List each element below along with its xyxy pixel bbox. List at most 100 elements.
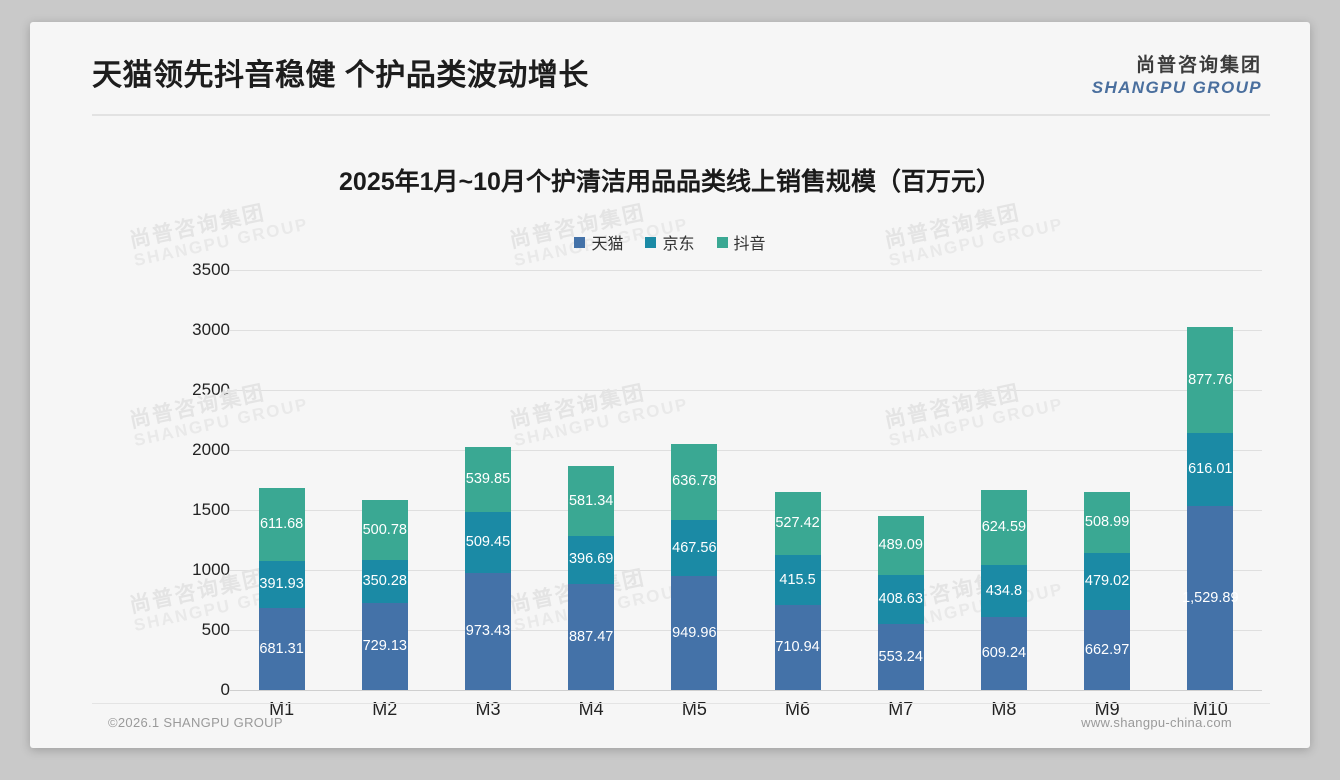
bar-value-label: 729.13	[362, 638, 407, 654]
bar-group-M3[interactable]: 539.85 509.45 973.43	[464, 270, 511, 690]
bar-group-M7[interactable]: 489.09 408.63 553.24	[877, 270, 924, 690]
y-axis-tick-label: 3500	[192, 260, 230, 279]
bar-value-label: 662.97	[1084, 641, 1130, 658]
gridline	[230, 270, 1262, 271]
gridline	[230, 570, 1262, 571]
bar-segment-京东[interactable]: 391.93	[258, 561, 305, 609]
bar-segment-天猫[interactable]: 609.24	[980, 616, 1027, 690]
bar-segment-抖音[interactable]: 581.34	[568, 466, 615, 536]
legend-item-天猫[interactable]: 天猫	[574, 230, 623, 254]
bar-segment-天猫[interactable]: 973.43	[464, 573, 511, 690]
legend-swatch-icon	[645, 236, 657, 248]
bar-value-label: 609.24	[981, 645, 1027, 662]
bar-segment-京东[interactable]: 616.01	[1187, 432, 1234, 507]
bar-segment-京东[interactable]: 408.63	[877, 574, 924, 624]
bar-segment-京东[interactable]: 415.5	[774, 554, 821, 605]
y-axis-tick-label: 3000	[192, 320, 230, 339]
bar-value-label: 581.34	[568, 492, 614, 509]
bar-segment-抖音[interactable]: 877.76	[1187, 327, 1234, 433]
bar-segment-京东[interactable]: 479.02	[1084, 552, 1131, 611]
x-axis-tick-label: M2	[372, 698, 398, 719]
bar-segment-天猫[interactable]: 949.96	[671, 576, 718, 690]
bar-group-M4[interactable]: 581.34 396.69 887.47	[568, 270, 615, 690]
bar-value-label: 949.96	[672, 624, 717, 641]
gridline	[230, 390, 1262, 391]
legend-label: 京东	[662, 236, 695, 253]
bar-value-label: 500.78	[362, 522, 407, 539]
bar-group-M10[interactable]: 877.76 616.01 1,529.89	[1182, 270, 1239, 690]
bar-value-label: 508.99	[1084, 514, 1130, 531]
bar-value-label: 710.94	[775, 639, 820, 656]
bar-segment-抖音[interactable]: 636.78	[671, 443, 718, 520]
bar-segment-抖音[interactable]: 508.99	[1084, 491, 1131, 553]
y-axis: 0 500 1000 1500 2000 2500 3000 3500	[160, 260, 230, 699]
bar-segment-天猫[interactable]: 662.97	[1084, 610, 1131, 690]
bar-segment-抖音[interactable]: 624.59	[980, 489, 1027, 565]
y-axis-tick-label: 0	[220, 680, 230, 699]
bar-segment-抖音[interactable]: 527.42	[774, 491, 821, 555]
bar-value-label: 527.42	[775, 514, 820, 531]
legend-swatch-icon	[716, 236, 728, 248]
gridline	[230, 690, 1262, 691]
bar-value-label: 611.68	[259, 516, 304, 533]
bar-value-label: 973.43	[465, 623, 511, 640]
x-axis-tick-label: M6	[785, 698, 811, 719]
bar-segment-抖音[interactable]: 539.85	[464, 447, 511, 513]
bar-group-M9[interactable]: 508.99 479.02 662.97	[1084, 270, 1131, 690]
footer-website: www.shangpu-china.com	[1081, 715, 1232, 730]
bar-segment-天猫[interactable]: 887.47	[568, 583, 615, 690]
bar-value-label: 1,529.89	[1182, 589, 1239, 606]
bar-value-label: 489.09	[878, 537, 923, 553]
bar-segment-京东[interactable]: 396.69	[568, 535, 615, 584]
y-axis-tick-label: 500	[201, 620, 230, 639]
slide-header: 天猫领先抖音稳健 个护品类波动增长 尚普咨询集团 SHANGPU GROUP	[30, 22, 1310, 118]
bar-segment-京东[interactable]: 350.28	[361, 560, 408, 603]
bar-segment-抖音[interactable]: 611.68	[258, 487, 305, 562]
bar-value-label: 479.02	[1084, 573, 1130, 590]
y-axis-tick-label: 2000	[192, 440, 230, 459]
bar-segment-抖音[interactable]: 500.78	[361, 500, 408, 561]
bar-group-M5[interactable]: 636.78 467.56 949.96	[671, 270, 718, 690]
chart-legend: 天猫 京东 抖音	[30, 230, 1310, 254]
y-axis-tick-label: 1500	[192, 500, 230, 519]
gridline	[230, 330, 1262, 331]
bar-value-label: 509.45	[465, 534, 511, 551]
legend-item-京东[interactable]: 京东	[645, 230, 695, 254]
page-title: 天猫领先抖音稳健 个护品类波动增长	[92, 59, 589, 92]
x-axis-tick-label: M5	[681, 698, 707, 719]
x-axis-tick-label: M8	[991, 698, 1017, 719]
bar-segment-天猫[interactable]: 681.31	[258, 608, 305, 690]
bar-segment-天猫[interactable]: 729.13	[361, 602, 408, 690]
header-divider	[92, 114, 1270, 116]
plot-inner: 611.68 391.93 681.31 500.78 350.28 729.13 539.…	[230, 270, 1262, 691]
bar-segment-抖音[interactable]: 489.09	[877, 515, 924, 575]
brand-logo: 尚普咨询集团 SHANGPU GROUP	[1092, 56, 1262, 96]
bar-group-M8[interactable]: 624.59 434.8 609.24	[980, 270, 1027, 690]
bar-group-M2[interactable]: 500.78 350.28 729.13	[361, 270, 408, 690]
gridline	[230, 510, 1262, 511]
bar-segment-天猫[interactable]: 1,529.89	[1182, 506, 1239, 690]
bar-group-M1[interactable]: 611.68 391.93 681.31	[258, 270, 305, 690]
bar-value-label: 616.01	[1188, 461, 1233, 478]
footer-divider	[92, 703, 1270, 704]
chart-plot-area: 0 500 1000 1500 2000 2500 3000 3500 611.68 391.9…	[160, 260, 1270, 719]
logo-text-cn: 尚普咨询集团	[1135, 55, 1262, 76]
x-axis-tick-label: M4	[578, 698, 604, 719]
bar-group-M6[interactable]: 527.42 415.5 710.94	[774, 270, 821, 690]
footer-copyright: ©2026.1 SHANGPU GROUP	[108, 715, 283, 730]
bar-segment-京东[interactable]: 509.45	[464, 512, 511, 574]
bar-segment-天猫[interactable]: 710.94	[774, 604, 821, 690]
bar-segment-京东[interactable]: 434.8	[980, 564, 1027, 617]
legend-label: 抖音	[733, 236, 766, 253]
bar-value-label: 553.24	[878, 648, 923, 665]
bar-value-label: 877.76	[1188, 371, 1233, 388]
bar-value-label: 391.93	[259, 576, 304, 593]
bar-segment-天猫[interactable]: 553.24	[877, 623, 924, 690]
bar-segment-京东[interactable]: 467.56	[671, 519, 718, 577]
legend-label: 天猫	[591, 236, 624, 253]
legend-item-抖音[interactable]: 抖音	[716, 230, 766, 254]
bar-value-label: 539.85	[465, 471, 511, 488]
legend-swatch-icon	[574, 236, 586, 248]
bar-value-label: 350.28	[362, 573, 407, 590]
